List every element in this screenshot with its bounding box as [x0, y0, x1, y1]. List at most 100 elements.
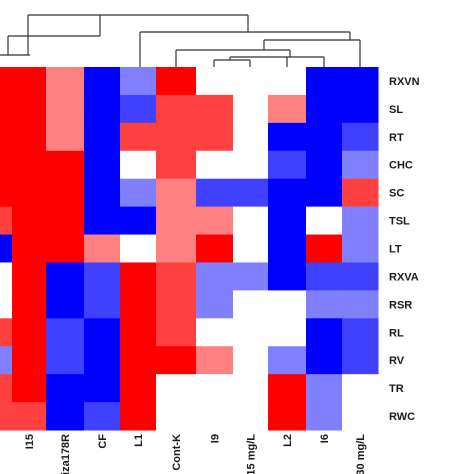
column-label: L2 [282, 434, 294, 447]
heatmap-cell [12, 318, 47, 347]
heatmap-cell [196, 290, 234, 319]
heatmap-cell [0, 94, 13, 124]
heatmap-cell [84, 402, 121, 431]
heatmap-cell [0, 346, 13, 375]
row-label: SC [389, 188, 404, 200]
heatmap-cell [268, 234, 307, 263]
heatmap-cell [120, 318, 157, 347]
heatmap-cell [342, 402, 379, 431]
column-label: L1 [133, 434, 145, 447]
heatmap-cell [306, 150, 343, 180]
row-label: RSR [389, 299, 412, 311]
heatmap-cell [0, 234, 13, 263]
heatmap-cell [46, 374, 85, 403]
heatmap-cell [12, 122, 47, 152]
heatmap-cell [46, 122, 85, 152]
row-label: RXVA [389, 271, 419, 283]
heatmap-cell [12, 234, 47, 263]
heatmap-cell [12, 402, 47, 431]
heatmap-cell [268, 346, 307, 375]
row-label: TR [389, 383, 404, 395]
heatmap-cell [196, 346, 234, 375]
heatmap-cell [342, 122, 379, 152]
heatmap-cell [342, 150, 379, 180]
heatmap-cell [268, 318, 307, 347]
heatmap-cell [46, 206, 85, 236]
heatmap-cell [306, 346, 343, 375]
heatmap-cell [268, 94, 307, 124]
heatmap-cell [120, 374, 157, 403]
heatmap-cell [196, 150, 234, 180]
heatmap-cell [156, 94, 197, 124]
heatmap-cell [306, 374, 343, 403]
heatmap-cell [306, 94, 343, 124]
heatmap-cell [12, 178, 47, 208]
heatmap-cell [196, 206, 234, 236]
heatmap-cell [84, 94, 121, 124]
heatmap-cell [120, 206, 157, 236]
heatmap-cell [84, 178, 121, 208]
heatmap-cell [120, 234, 157, 263]
heatmap-cell [196, 234, 234, 263]
row-label: RT [389, 132, 404, 144]
heatmap-cell [306, 402, 343, 431]
heatmap-cell [233, 178, 269, 208]
heatmap-cell [233, 402, 269, 431]
heatmap-cell [342, 318, 379, 347]
heatmap-cell [46, 178, 85, 208]
heatmap-cell [196, 262, 234, 291]
heatmap-cell [0, 318, 13, 347]
heatmap-cell [268, 206, 307, 236]
heatmap-cell [233, 290, 269, 319]
heatmap-cell [120, 290, 157, 319]
heatmap-cell [120, 67, 157, 96]
heatmap-cell [46, 234, 85, 263]
heatmap-cell [0, 290, 13, 319]
heatmap-cell [0, 67, 13, 96]
column-label: 30 mg/L [355, 434, 367, 474]
heatmap-cell [156, 346, 197, 375]
heatmap-cell [342, 67, 379, 96]
heatmap-cell [84, 67, 121, 96]
heatmap-cell [12, 206, 47, 236]
heatmap-cell [156, 67, 197, 96]
heatmap-cell [84, 122, 121, 152]
column-label: Cont-K [171, 434, 183, 471]
heatmap-cell [84, 234, 121, 263]
heatmap-cell [120, 346, 157, 375]
heatmap-cell [196, 178, 234, 208]
heatmap-cell [46, 94, 85, 124]
heatmap-cell [120, 150, 157, 180]
heatmap-cell [0, 206, 13, 236]
heatmap-cell [46, 290, 85, 319]
heatmap-cell [84, 346, 121, 375]
heatmap-cell [233, 206, 269, 236]
heatmap-cell [196, 374, 234, 403]
heatmap-cell [233, 94, 269, 124]
heatmap-cell [156, 178, 197, 208]
heatmap-cell [46, 150, 85, 180]
heatmap-cell [46, 346, 85, 375]
heatmap-cell [0, 262, 13, 291]
heatmap-cell [120, 94, 157, 124]
column-label: CF [97, 434, 109, 449]
heatmap-cell [233, 346, 269, 375]
heatmap-cell [0, 374, 13, 403]
heatmap-cell [268, 290, 307, 319]
heatmap-cell [84, 150, 121, 180]
heatmap-cell [120, 262, 157, 291]
heatmap-cell [268, 262, 307, 291]
heatmap-cell [156, 402, 197, 431]
row-label: SL [389, 104, 403, 116]
heatmap-cell [342, 206, 379, 236]
heatmap-cell [84, 206, 121, 236]
row-label: LT [389, 244, 402, 256]
heatmap-cell [196, 402, 234, 431]
heatmap-cell [12, 150, 47, 180]
column-label: I15 [24, 434, 36, 449]
row-label: CHC [389, 160, 413, 172]
heatmap-cell [84, 374, 121, 403]
column-dendrogram [0, 14, 361, 67]
heatmap-cell [268, 67, 307, 96]
